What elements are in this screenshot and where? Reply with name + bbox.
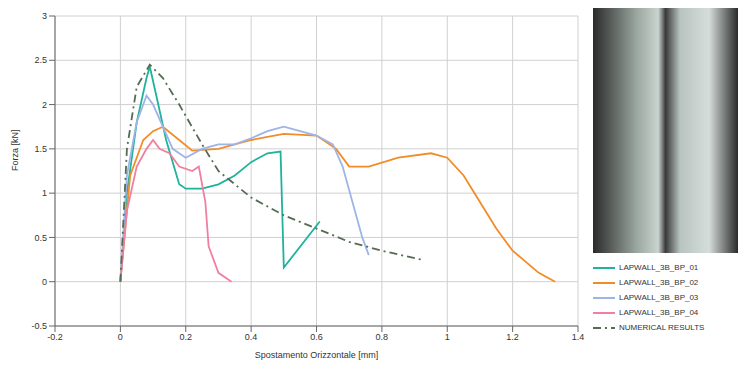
html-text:LAPWALL_3B_BP_01: LAPWALL_3B_BP_01 (619, 263, 699, 272)
svg-text:2.5: 2.5 (34, 55, 47, 65)
svg-text:0.8: 0.8 (376, 332, 389, 342)
svg-text:0.4: 0.4 (245, 332, 258, 342)
svg-text:1: 1 (42, 188, 47, 198)
svg-text:0.6: 0.6 (310, 332, 323, 342)
svg-text:1: 1 (445, 332, 450, 342)
html-text:NUMERICAL RESULTS: NUMERICAL RESULTS (619, 323, 705, 332)
svg-text:0: 0 (42, 277, 47, 287)
svg-text:0: 0 (118, 332, 123, 342)
svg-text:-0.5: -0.5 (31, 321, 47, 331)
svg-text:Forza [kN]: Forza [kN] (10, 129, 20, 171)
html-text:LAPWALL_3B_BP_03: LAPWALL_3B_BP_03 (619, 293, 699, 302)
svg-text:0.5: 0.5 (34, 233, 47, 243)
html-text:LAPWALL_3B_BP_02: LAPWALL_3B_BP_02 (619, 278, 699, 287)
svg-text:0.2: 0.2 (179, 332, 192, 342)
svg-text:1.4: 1.4 (572, 332, 585, 342)
svg-text:-0.2: -0.2 (47, 332, 63, 342)
svg-text:2: 2 (42, 100, 47, 110)
svg-text:Spostamento Orizzontale [mm]: Spostamento Orizzontale [mm] (255, 350, 379, 360)
html-text:LAPWALL_3B_BP_04: LAPWALL_3B_BP_04 (619, 308, 699, 317)
svg-text:3: 3 (42, 11, 47, 21)
svg-text:1.2: 1.2 (506, 332, 519, 342)
svg-text:1.5: 1.5 (34, 144, 47, 154)
